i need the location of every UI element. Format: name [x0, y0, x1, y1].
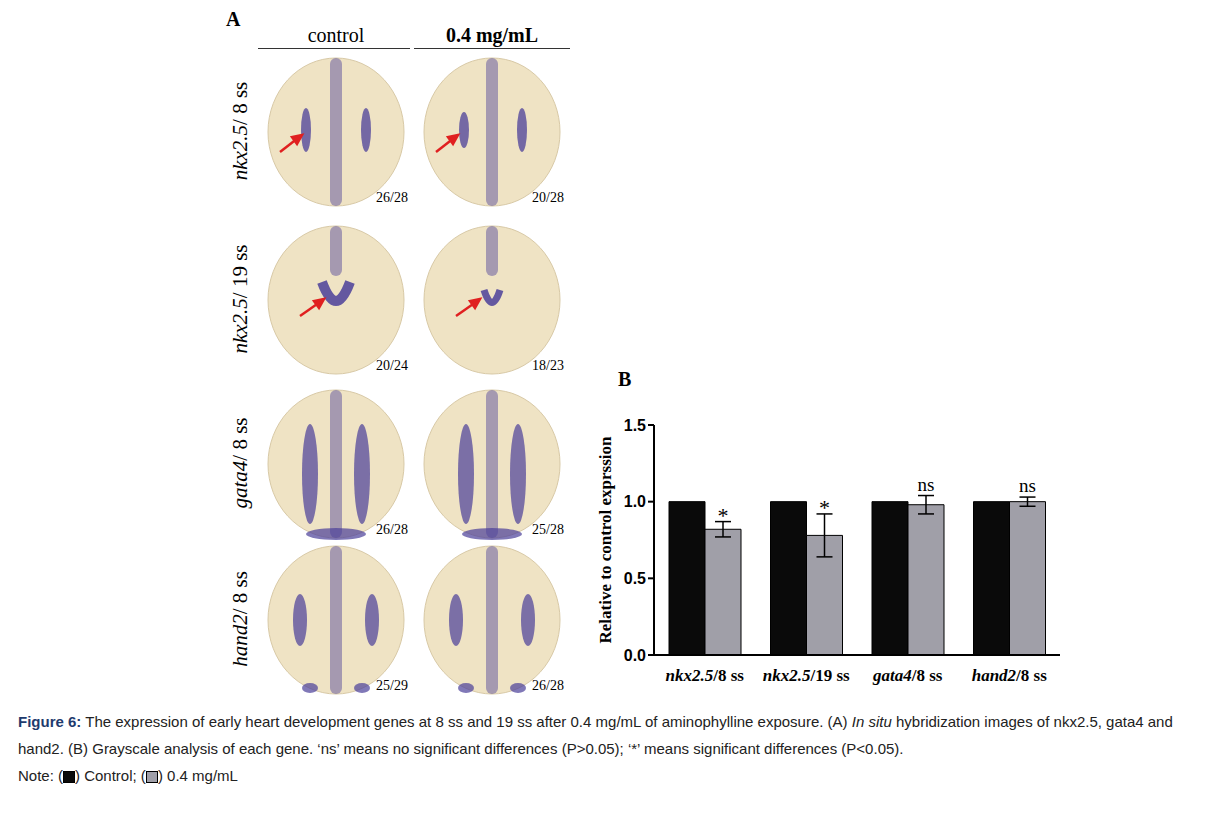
html-text:25/28: 25/28	[532, 522, 564, 537]
html-text:control: control	[307, 24, 365, 46]
html-text:hand2: hand2	[227, 614, 252, 667]
svg-text:ns: ns	[1019, 475, 1036, 496]
svg-text:ns: ns	[918, 474, 935, 495]
html-text:20/24: 20/24	[376, 358, 408, 373]
html-text:Note: (: Note: (	[18, 767, 63, 784]
html-text:) 0.4 mg/mL: ) 0.4 mg/mL	[157, 767, 238, 784]
html-text:0.4 mg/mL: 0.4 mg/mL	[445, 24, 539, 46]
html-text:/ 8 ss: / 8 ss	[227, 571, 252, 615]
html-text:25/29: 25/29	[376, 678, 408, 693]
html-text:26/28: 26/28	[376, 522, 408, 537]
html-text:B: B	[618, 368, 632, 390]
html-text:Relative to control exprssion: Relative to control exprssion	[596, 436, 615, 644]
html-text:Figure 6: The expression of ea: Figure 6: The expression of early heart …	[18, 713, 1173, 757]
html-text:18/23: 18/23	[532, 358, 564, 373]
html-text:) Control; (: ) Control; (	[75, 767, 146, 784]
html-text:gata4: gata4	[227, 460, 252, 509]
svg-text:*: *	[718, 503, 729, 528]
svg-text:nkx2.5/8 ss: nkx2.5/8 ss	[666, 666, 745, 685]
html-text:/ 19 ss: / 19 ss	[227, 244, 252, 299]
svg-text:nkx2.5/19 ss: nkx2.5/19 ss	[763, 666, 850, 685]
html-text:26/28: 26/28	[532, 678, 564, 693]
html-text:20/28: 20/28	[532, 190, 564, 205]
svg-text:1.0: 1.0	[624, 493, 646, 510]
html-text:26/28: 26/28	[376, 190, 408, 205]
svg-text:gata4/8 ss: gata4/8 ss	[872, 666, 943, 685]
svg-text:0.5: 0.5	[624, 570, 646, 587]
html-text:/ 8 ss: / 8 ss	[227, 417, 252, 461]
svg-text:1.5: 1.5	[624, 417, 646, 434]
html-text:nkx2.5: nkx2.5	[227, 124, 252, 181]
svg-text:*: *	[819, 495, 830, 520]
html-text:nkx2.5: nkx2.5	[227, 298, 252, 354]
html-text:A: A	[226, 8, 241, 30]
svg-text:0.0: 0.0	[624, 647, 646, 664]
svg-text:hand2/8 ss: hand2/8 ss	[972, 666, 1048, 685]
html-text:/ 8 ss: / 8 ss	[227, 81, 252, 125]
